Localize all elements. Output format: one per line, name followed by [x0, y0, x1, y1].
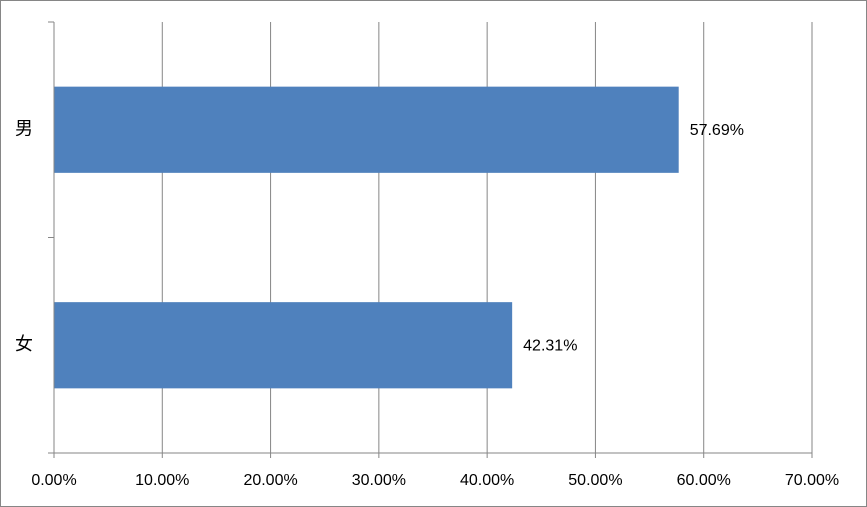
bar	[54, 86, 679, 173]
y-tick-label: 女	[15, 334, 33, 354]
value-label: 57.69%	[690, 122, 744, 139]
bar	[54, 302, 513, 389]
x-tick-label: 50.00%	[568, 472, 622, 489]
x-tick-label: 60.00%	[677, 472, 731, 489]
x-tick-label: 70.00%	[785, 472, 839, 489]
x-tick-label: 0.00%	[31, 472, 76, 489]
value-label: 42.31%	[523, 337, 577, 354]
y-tick-label: 男	[15, 119, 33, 139]
x-tick-label: 20.00%	[243, 472, 297, 489]
x-tick-label: 30.00%	[352, 472, 406, 489]
x-tick-label: 40.00%	[460, 472, 514, 489]
x-tick-label: 10.00%	[135, 472, 189, 489]
